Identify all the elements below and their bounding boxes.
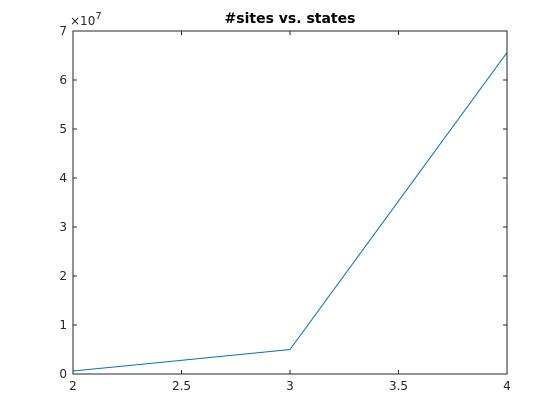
svg-text:×107: ×107 bbox=[70, 11, 102, 28]
y-tick-label: 3 bbox=[59, 220, 67, 234]
y-tick-label: 6 bbox=[59, 73, 67, 87]
y-tick-label: 4 bbox=[59, 171, 67, 185]
plot-background bbox=[73, 31, 507, 374]
x-tick-label: 3 bbox=[286, 379, 294, 393]
series-line bbox=[72, 52, 508, 372]
y-exponent-base: ×10 bbox=[70, 14, 95, 28]
y-tick-label: 1 bbox=[59, 318, 67, 332]
y-exponent-power: 7 bbox=[95, 11, 101, 22]
y-tick-label: 2 bbox=[59, 269, 67, 283]
x-tick-label: 4 bbox=[503, 379, 511, 393]
x-tick-label: 3.5 bbox=[389, 379, 408, 393]
axes-box bbox=[72, 30, 508, 375]
y-exponent-label: ×107 bbox=[70, 11, 102, 28]
chart-title: #sites vs. states bbox=[225, 11, 356, 27]
y-tick-label: 7 bbox=[59, 24, 67, 38]
y-tick-label: 0 bbox=[59, 367, 67, 381]
y-tick-label: 5 bbox=[59, 122, 67, 136]
x-tick-label: 2.5 bbox=[172, 379, 191, 393]
x-tick-label: 2 bbox=[69, 379, 77, 393]
